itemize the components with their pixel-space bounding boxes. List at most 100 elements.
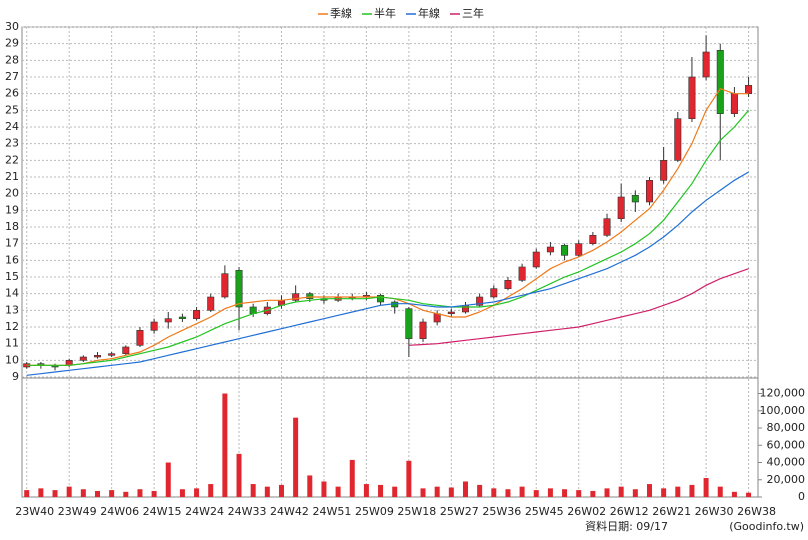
date-label: 資料日期: 09/17 (585, 519, 668, 533)
candle-body (702, 51, 710, 78)
volume-bar (335, 486, 341, 497)
legend-label: 三年 (462, 6, 484, 20)
y-tick-label: 25 (5, 103, 19, 116)
candle-body (504, 280, 512, 289)
volume-bar (675, 486, 681, 497)
candle-body (674, 118, 682, 161)
x-tick-label: 23W40 (15, 505, 54, 518)
volume-tick-label: 0 (798, 490, 805, 503)
candle-body (207, 296, 215, 311)
source-label: (Goodinfo.tw) (729, 520, 804, 533)
volume-bar (307, 475, 313, 497)
y-tick-label: 23 (5, 137, 19, 150)
volume-bar (462, 481, 468, 497)
volume-tick-label: 20,000 (767, 473, 806, 486)
volume-bar (179, 489, 185, 497)
x-tick-label: 26W12 (610, 505, 649, 518)
volume-bar (505, 489, 511, 497)
volume-bar (109, 490, 115, 497)
candle-body (688, 76, 696, 119)
y-tick-label: 11 (5, 337, 19, 350)
legend-label: 季線 (330, 6, 352, 20)
volume-bar (208, 484, 214, 497)
volume-bar (562, 489, 568, 497)
x-tick-label: 25W18 (397, 505, 436, 518)
x-tick-label: 26W38 (737, 505, 776, 518)
volume-bar (519, 486, 525, 497)
volume-bar (94, 490, 100, 497)
candle-body (108, 353, 116, 356)
candle-body (178, 316, 186, 319)
volume-bar (321, 481, 327, 497)
x-tick-label: 23W49 (58, 505, 97, 518)
x-tick-label: 24W15 (143, 505, 182, 518)
candle-body (235, 270, 243, 308)
volume-bar (448, 487, 454, 497)
candle-body (631, 195, 639, 203)
volume-bar (491, 488, 497, 497)
x-tick-label: 24W51 (313, 505, 352, 518)
volume-bar (52, 490, 58, 497)
volume-tick-label: 80,000 (767, 421, 806, 434)
x-tick-label: 26W30 (695, 505, 734, 518)
volume-bar (66, 486, 72, 497)
volume-bar (392, 486, 398, 497)
volume-bar (604, 488, 610, 497)
y-tick-label: 24 (5, 120, 19, 133)
y-tick-label: 20 (5, 187, 19, 200)
candle-body (292, 293, 300, 301)
volume-bar (378, 484, 384, 497)
y-tick-label: 19 (5, 203, 19, 216)
legend-label: 半年 (374, 6, 396, 20)
volume-bar (165, 462, 171, 497)
volume-bar (731, 491, 737, 497)
volume-bar (293, 417, 299, 497)
y-tick-label: 22 (5, 153, 19, 166)
candle-body (122, 346, 130, 354)
candle-body (589, 235, 597, 244)
candle-body (603, 218, 611, 236)
ma-line (408, 268, 749, 346)
candle-body (476, 296, 484, 306)
candle-body (617, 196, 625, 219)
volume-tick-label: 60,000 (767, 438, 806, 451)
volume-bar (406, 460, 412, 497)
volume-bar (689, 484, 695, 497)
volume-tick-label: 120,000 (760, 387, 806, 400)
plot-frame (21, 26, 759, 498)
volume-bar (222, 393, 228, 497)
ma-line (26, 171, 749, 376)
candle-body (306, 293, 314, 299)
volume-bar (151, 490, 157, 497)
candle-body (221, 273, 229, 298)
candle-body (377, 295, 385, 303)
x-tick-label: 25W09 (355, 505, 394, 518)
candle-body (716, 50, 724, 114)
candle-body (419, 321, 427, 339)
volume-bar (590, 490, 596, 497)
volume-bar (137, 489, 143, 497)
volume-bar (533, 490, 539, 497)
candle-body (150, 321, 158, 331)
volume-bar (264, 486, 270, 497)
volume-bar (646, 484, 652, 497)
y-tick-label: 15 (5, 270, 19, 283)
volume-bar (547, 488, 553, 497)
x-tick-label: 25W27 (440, 505, 479, 518)
volume-bar (250, 484, 256, 497)
y-tick-label: 10 (5, 353, 19, 366)
volume-bar (236, 453, 242, 497)
volume-bar (24, 490, 30, 497)
volume-bar (576, 490, 582, 497)
candle-body (79, 356, 87, 361)
volume-bar (618, 486, 624, 497)
x-tick-label: 26W02 (567, 505, 606, 518)
volume-bar (80, 489, 86, 497)
volume-bar (278, 484, 284, 497)
candle-body (730, 93, 738, 114)
volume-bar (703, 478, 709, 497)
candle-body (433, 313, 441, 323)
y-tick-label: 29 (5, 37, 19, 50)
y-tick-label: 26 (5, 87, 19, 100)
